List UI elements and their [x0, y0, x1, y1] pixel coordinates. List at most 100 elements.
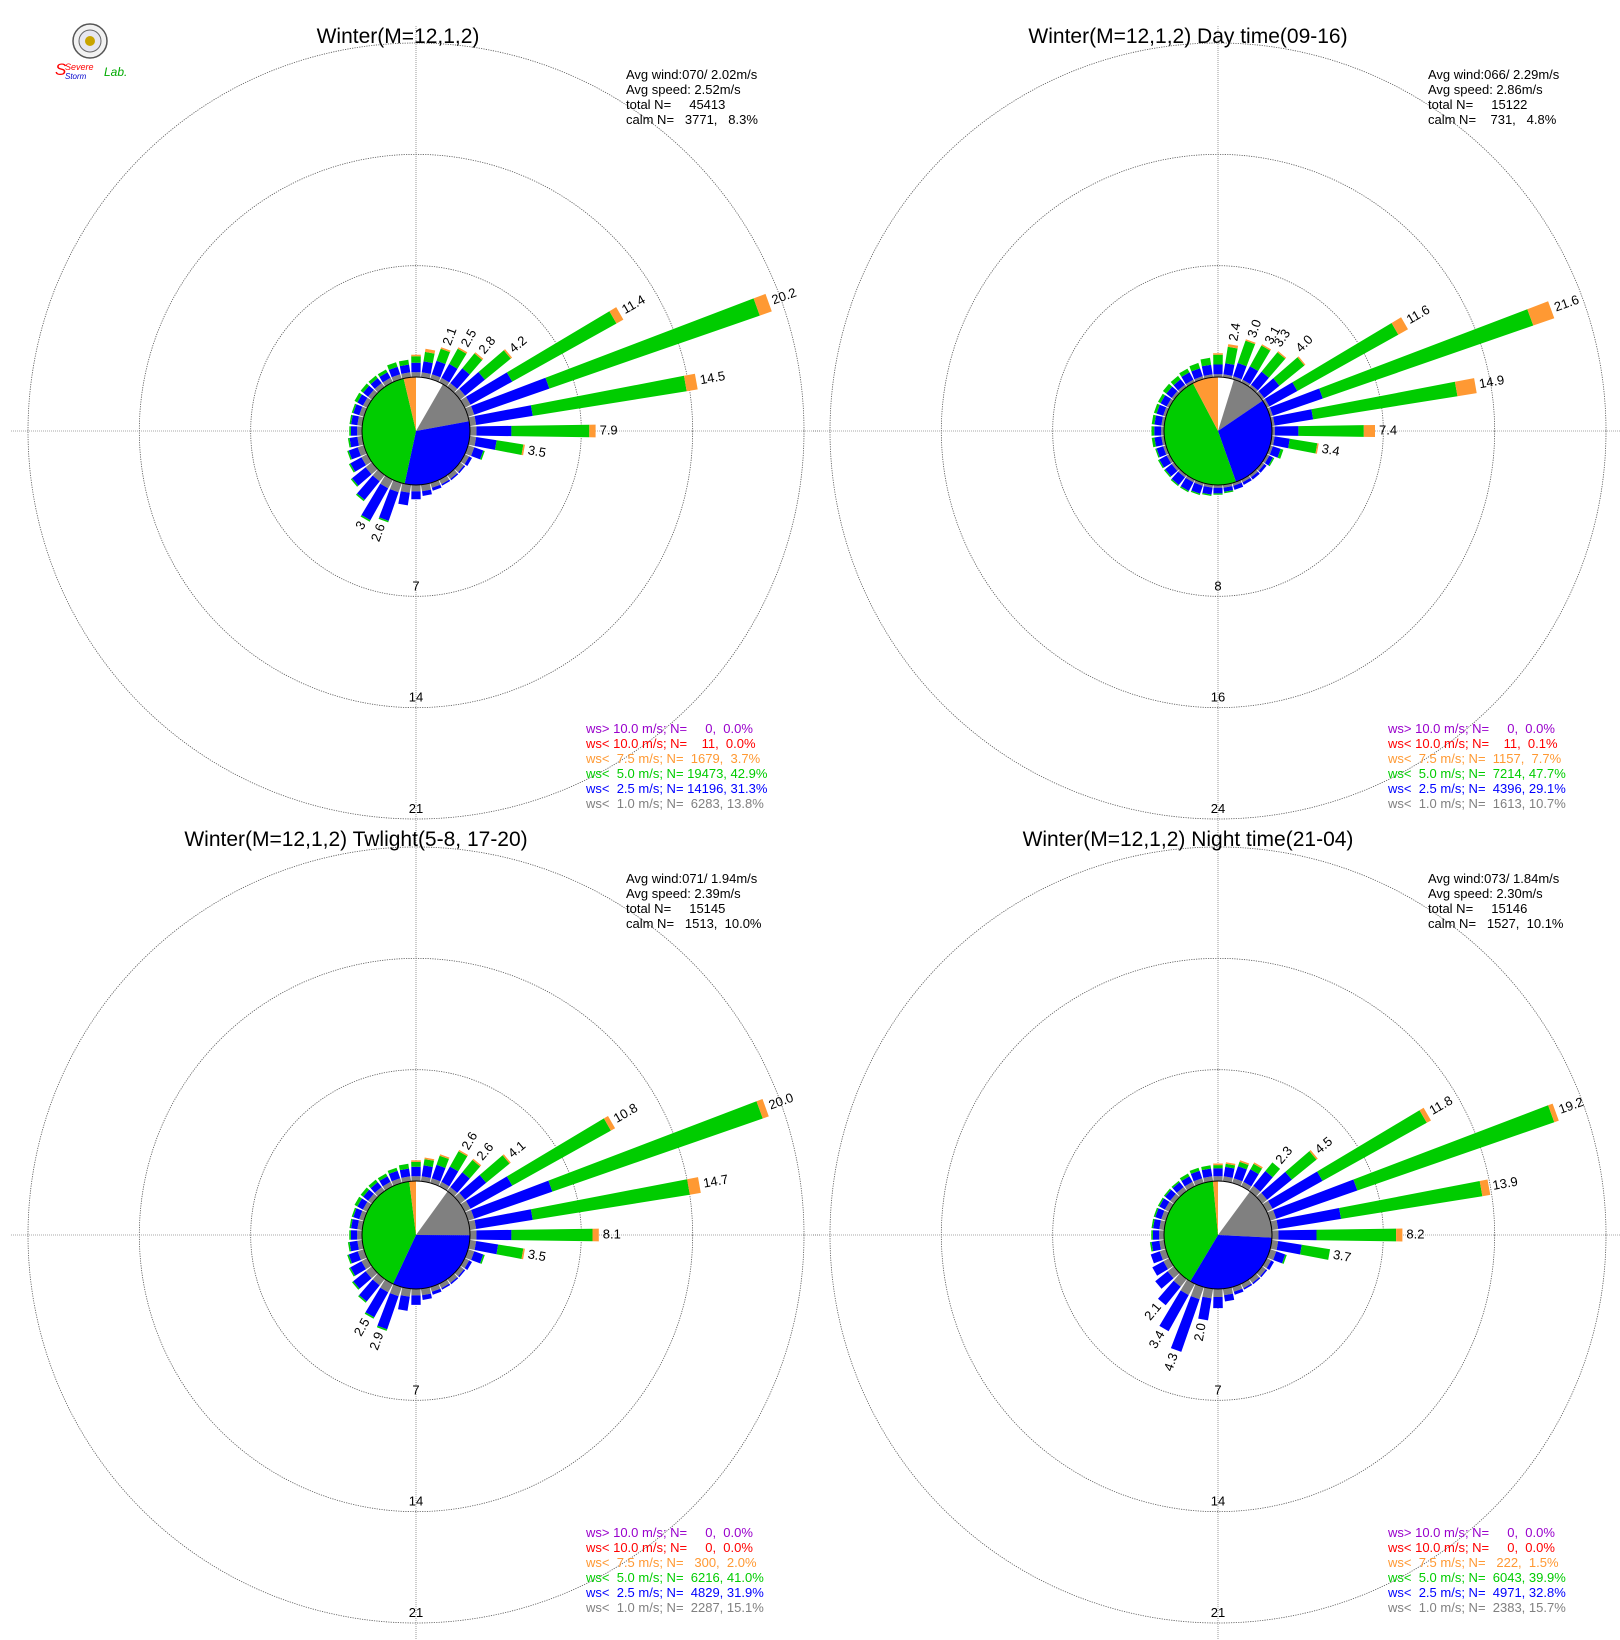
bar-segment	[364, 1312, 375, 1319]
bar-segment	[1164, 1201, 1174, 1212]
bar-segment	[1391, 317, 1408, 335]
bar-segment	[1249, 1273, 1260, 1283]
bar-segment	[1232, 1284, 1243, 1292]
bar-segment	[454, 462, 464, 473]
stats-line: Avg wind:073/ 1.84m/s	[1428, 871, 1560, 886]
ring-label: 7	[1214, 1382, 1221, 1397]
bar-value-label: 2.8	[475, 333, 498, 356]
bar-segment	[1269, 388, 1323, 416]
bar-segment	[441, 1166, 459, 1187]
stats-line: Avg speed: 2.39m/s	[626, 886, 741, 901]
bar-segment	[1170, 375, 1181, 386]
bar-segment	[1173, 379, 1185, 391]
bar-segment	[1151, 426, 1155, 436]
legend-entry: ws< 7.5 m/s; N= 300, 2.0%	[585, 1555, 757, 1570]
bar-segment	[1261, 352, 1286, 378]
bar-segment	[430, 480, 441, 488]
bar-segment	[1315, 443, 1319, 454]
bar-segment	[1156, 446, 1167, 458]
pie-slice-calm	[416, 377, 443, 431]
bar-segment	[521, 1248, 525, 1260]
ring-label: 24	[1211, 801, 1225, 816]
bar-segment	[350, 478, 359, 487]
ring-circle	[138, 153, 694, 709]
bar-segment	[1157, 1197, 1164, 1207]
bar-value-label: 2.9	[366, 1330, 386, 1352]
bar-segment	[357, 475, 380, 500]
bar-segment	[511, 1228, 593, 1242]
bar-segment	[347, 450, 352, 460]
bar-segment	[347, 438, 352, 448]
bar-segment	[351, 403, 357, 414]
bar-value-label: 3.7	[1332, 1247, 1352, 1265]
bar-segment	[1241, 1181, 1252, 1191]
bar-segment	[464, 456, 472, 466]
bar-segment	[476, 425, 512, 437]
bar-segment	[1270, 435, 1275, 446]
bar-value-label: 11.6	[1404, 302, 1433, 327]
bar-segment	[420, 483, 431, 492]
bar-segment	[479, 1155, 510, 1183]
bar-segment	[370, 1182, 382, 1193]
bar-segment	[382, 377, 393, 387]
bar-segment	[1225, 1163, 1236, 1169]
bar-segment	[1153, 1219, 1161, 1230]
bar-segment	[1213, 1176, 1223, 1181]
bar-segment	[474, 1241, 499, 1255]
bar-segment	[1270, 416, 1275, 427]
bar-segment	[360, 383, 370, 393]
bar-segment	[1200, 357, 1212, 367]
bar-segment	[1163, 1258, 1174, 1270]
bar-segment	[1292, 323, 1399, 391]
bar-segment	[496, 1244, 524, 1259]
bar-segment	[447, 469, 458, 479]
bar-segment	[360, 1187, 370, 1197]
bar-segment	[1159, 1290, 1189, 1332]
bar-segment	[349, 1218, 353, 1229]
legend-entry: ws< 10.0 m/s; N= 0, 0.0%	[1387, 1540, 1555, 1555]
bar-segment	[1213, 1297, 1223, 1309]
bar-segment	[470, 1230, 477, 1240]
bar-value-label: 2.6	[473, 1140, 496, 1163]
bar-segment	[472, 1158, 482, 1167]
ring-label: 14	[409, 690, 423, 705]
bar-segment	[411, 1176, 421, 1181]
bar-segment	[352, 1281, 360, 1290]
bar-segment	[603, 1116, 616, 1131]
pie-slice	[1218, 400, 1273, 482]
bar-segment	[351, 415, 359, 426]
bar-segment	[374, 1187, 385, 1197]
bar-segment	[365, 462, 378, 475]
bar-segment	[1242, 477, 1252, 485]
bar-segment	[430, 1178, 441, 1186]
bar-segment	[1298, 425, 1364, 437]
bar-segment	[1158, 393, 1166, 404]
bar-segment	[350, 426, 358, 436]
bar-segment	[1213, 364, 1223, 375]
bar-segment	[450, 1277, 459, 1285]
bar-segment	[1171, 471, 1185, 485]
bar-segment	[387, 362, 398, 370]
legend-entry: ws< 5.0 m/s; N= 7214, 47.7%	[1387, 766, 1566, 781]
bar-segment	[1213, 354, 1223, 365]
bar-segment	[503, 349, 513, 359]
bar-segment	[382, 1181, 393, 1191]
bar-segment	[351, 1207, 357, 1218]
bar-segment	[359, 1210, 367, 1221]
bar-segment	[411, 1289, 421, 1296]
bar-segment	[1213, 485, 1223, 488]
bar-segment	[548, 1101, 763, 1192]
bar-segment	[1276, 1241, 1302, 1255]
pie-slice-calm	[1218, 376, 1234, 431]
bar-segment	[545, 298, 760, 389]
stats-line: Avg speed: 2.52m/s	[626, 82, 741, 97]
bar-segment	[389, 480, 402, 493]
bar-segment	[1151, 437, 1156, 448]
bar-value-label: 3	[352, 518, 369, 532]
bar-segment	[1256, 462, 1265, 471]
bar-value-label: 3.5	[527, 442, 547, 460]
legend-entry: ws< 10.0 m/s; N= 0, 0.0%	[585, 1540, 753, 1555]
bar-segment	[1158, 1280, 1181, 1306]
bar-segment	[1251, 371, 1269, 391]
